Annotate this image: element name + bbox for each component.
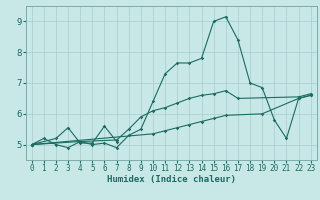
X-axis label: Humidex (Indice chaleur): Humidex (Indice chaleur): [107, 175, 236, 184]
